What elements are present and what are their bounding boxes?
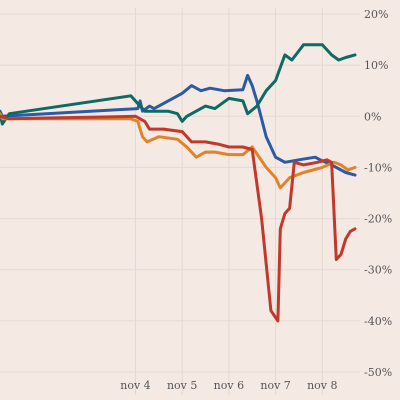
series-line-1	[0, 73, 357, 177]
series-layer	[0, 43, 357, 323]
x-tick-label: nov 8	[307, 379, 337, 392]
y-tick-label: -30%	[364, 264, 392, 277]
grid	[0, 8, 360, 395]
series-line-4	[0, 114, 357, 323]
x-tick-label: nov 4	[120, 379, 150, 392]
series-line-2	[0, 43, 357, 126]
x-tick-label: nov 7	[260, 379, 290, 392]
y-tick-label: 20%	[364, 8, 388, 21]
y-tick-label: -10%	[364, 161, 392, 174]
x-tick-label: nov 5	[167, 379, 197, 392]
y-tick-label: 10%	[364, 59, 388, 72]
x-axis: nov 4 nov 5 nov 6 nov 7 nov 8	[120, 379, 337, 392]
y-tick-label: -50%	[364, 366, 392, 379]
series-line-3	[0, 112, 357, 190]
x-tick-label: nov 6	[214, 379, 244, 392]
y-tick-label: -20%	[364, 213, 392, 226]
y-axis: 20% 10% 0% -10% -20% -30% -40% -50%	[364, 8, 392, 379]
y-tick-label: -40%	[364, 315, 392, 328]
y-tick-label: 0%	[364, 110, 381, 123]
